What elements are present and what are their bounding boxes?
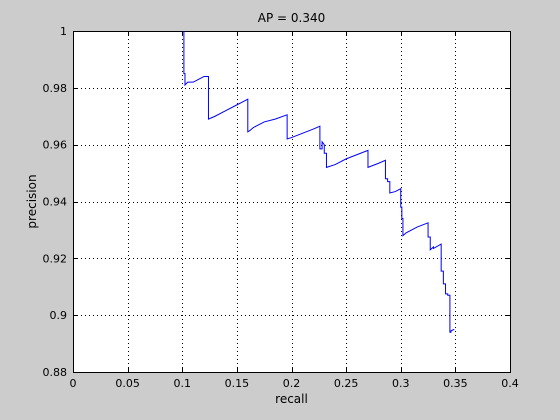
y-tick-label: 0.88 bbox=[43, 366, 68, 379]
chart-title: AP = 0.340 bbox=[258, 11, 325, 25]
y-tick-label: 0.9 bbox=[50, 309, 68, 322]
y-tick-label: 0.96 bbox=[43, 139, 68, 152]
label-layer: AP = 0.340 recall precision bbox=[25, 11, 325, 406]
y-tick-label: 0.94 bbox=[43, 196, 68, 209]
y-tick-label: 0.98 bbox=[43, 82, 68, 95]
x-tick-label: 0.25 bbox=[334, 377, 359, 390]
plot-border bbox=[73, 31, 511, 373]
plot-area bbox=[73, 31, 510, 372]
y-tick-label: 0.92 bbox=[43, 252, 68, 265]
x-tick-label: 0.15 bbox=[225, 377, 250, 390]
x-tick-label: 0.2 bbox=[283, 377, 301, 390]
y-tick-label: 1 bbox=[60, 25, 67, 38]
x-tick-label: 0.1 bbox=[174, 377, 192, 390]
y-axis-label: precision bbox=[25, 174, 39, 228]
grid-layer bbox=[73, 31, 510, 372]
x-tick-label: 0.3 bbox=[392, 377, 410, 390]
x-tick-label: 0.4 bbox=[501, 377, 519, 390]
x-tick-label: 0.35 bbox=[443, 377, 468, 390]
series-line-precision-recall bbox=[183, 31, 455, 333]
x-axis-label: recall bbox=[275, 392, 308, 406]
x-tick-label: 0.05 bbox=[115, 377, 140, 390]
tick-layer: 0 0.05 0.1 0.15 0.2 0.25 0.3 0.35 0.4 0.88 0.9 0.92… bbox=[43, 25, 519, 390]
x-tick-label: 0 bbox=[70, 377, 77, 390]
